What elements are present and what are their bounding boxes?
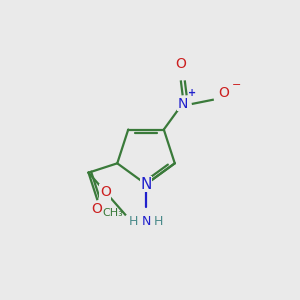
Text: N: N [177,97,188,111]
Text: O: O [218,86,229,100]
Text: H: H [129,215,138,228]
Text: CH₃: CH₃ [103,208,124,218]
Text: O: O [176,57,186,71]
Text: O: O [100,185,111,199]
Text: N: N [141,215,151,228]
Text: H: H [154,215,164,228]
Text: +: + [188,88,196,98]
Text: −: − [232,80,241,91]
Text: O: O [92,202,103,216]
Text: N: N [140,177,152,192]
